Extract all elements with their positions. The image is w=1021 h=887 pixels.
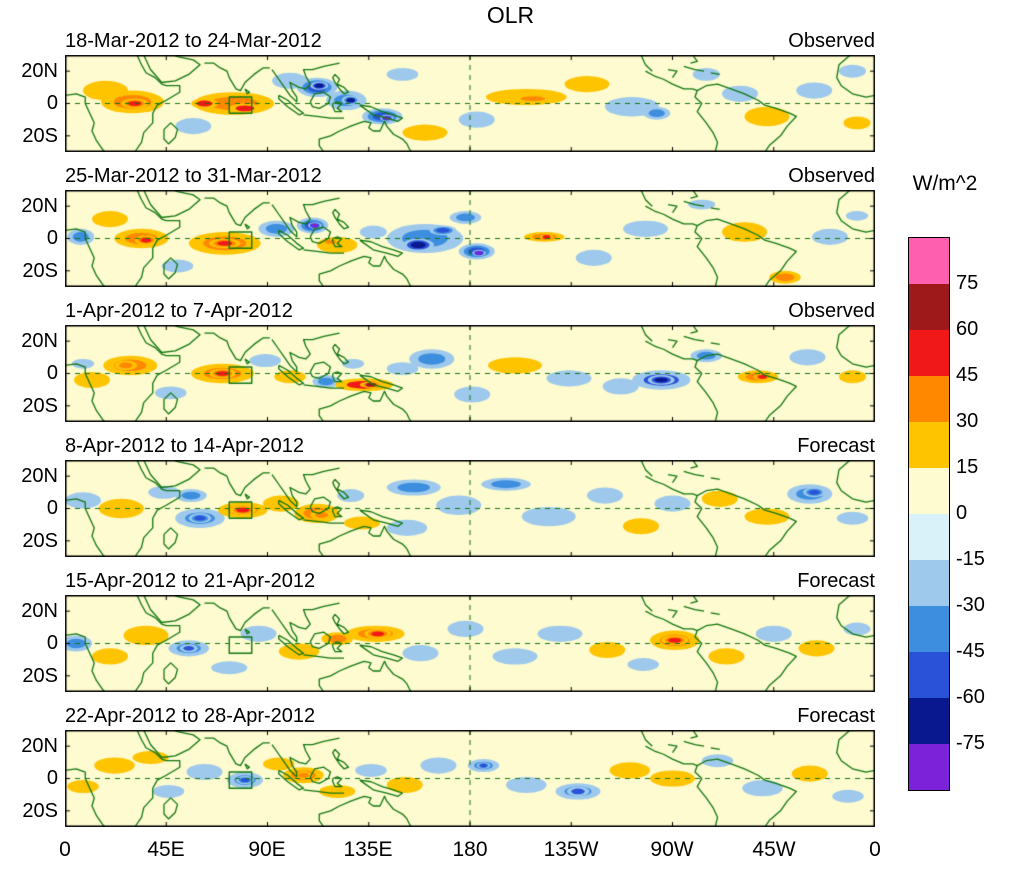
panel-1: 18-Mar-2012 to 24-Mar-2012 Observed 20N … [0, 28, 1021, 163]
x-tick-label: 45W [752, 838, 796, 861]
colorbar-cell [909, 514, 949, 560]
map-canvas [65, 55, 875, 152]
colorbar-tick-label: 45 [956, 364, 979, 386]
figure-title: OLR [486, 2, 535, 28]
colorbar-tick-label: 15 [956, 456, 979, 478]
map-canvas [65, 325, 875, 422]
x-tick-label: 0 [59, 838, 71, 861]
panel-date-range: 22-Apr-2012 to 28-Apr-2012 [65, 705, 316, 727]
panel-status-label: Observed [788, 30, 875, 52]
colorbar-cell [909, 606, 949, 652]
panel-6: 22-Apr-2012 to 28-Apr-2012 Forecast 20N … [0, 703, 1021, 838]
panel-date-range: 18-Mar-2012 to 24-Mar-2012 [65, 30, 322, 52]
panel-date-range: 8-Apr-2012 to 14-Apr-2012 [65, 435, 305, 457]
panel-date-range: 15-Apr-2012 to 21-Apr-2012 [65, 570, 316, 592]
panel-status-label: Forecast [797, 705, 875, 727]
colorbar-cell [909, 468, 949, 514]
colorbar-tick-label: 0 [956, 502, 968, 524]
y-tick-label: 20N [21, 735, 58, 757]
panel-date-range: 1-Apr-2012 to 7-Apr-2012 [65, 300, 293, 322]
colorbar-tick-label: -15 [956, 548, 985, 570]
y-tick-label: 20S [22, 395, 58, 417]
panel-status-label: Forecast [797, 435, 875, 457]
x-tick-label: 180 [452, 838, 488, 861]
colorbar-cell [909, 652, 949, 698]
y-tick-label: 0 [46, 497, 58, 519]
colorbar-tick-label: 30 [956, 410, 979, 432]
panel-status-label: Observed [788, 300, 875, 322]
colorbar-cell [909, 744, 949, 790]
x-tick-label: 0 [869, 838, 881, 861]
y-tick-label: 20N [21, 60, 58, 82]
colorbar-cell [909, 698, 949, 744]
y-tick-label: 20S [22, 530, 58, 552]
y-tick-label: 20S [22, 125, 58, 147]
panel-4: 8-Apr-2012 to 14-Apr-2012 Forecast 20N 0… [0, 433, 1021, 568]
colorbar-tick-label: 75 [956, 272, 979, 294]
panel-date-range: 25-Mar-2012 to 31-Mar-2012 [65, 165, 322, 187]
x-tick-label: 45E [147, 838, 185, 861]
colorbar-tick-label: 60 [956, 318, 979, 340]
map-canvas [65, 190, 875, 287]
x-tick-label: 135W [543, 838, 599, 861]
y-tick-label: 0 [46, 92, 58, 114]
panel-5: 15-Apr-2012 to 21-Apr-2012 Forecast 20N … [0, 568, 1021, 703]
y-tick-label: 20N [21, 600, 58, 622]
colorbar-cell [909, 238, 949, 284]
y-tick-label: 20N [21, 465, 58, 487]
panel-status-label: Forecast [797, 570, 875, 592]
y-tick-label: 20S [22, 665, 58, 687]
colorbar-tick-label: -60 [956, 686, 985, 708]
colorbar-cell [909, 376, 949, 422]
y-tick-label: 20S [22, 260, 58, 282]
map-canvas [65, 595, 875, 692]
map-canvas [65, 460, 875, 557]
panel-header: 25-Mar-2012 to 31-Mar-2012 Observed [65, 163, 875, 189]
map-canvas [65, 730, 875, 827]
colorbar-title: W/m^2 [912, 172, 978, 195]
y-tick-label: 0 [46, 362, 58, 384]
panel-header: 22-Apr-2012 to 28-Apr-2012 Forecast [65, 703, 875, 729]
panel-3: 1-Apr-2012 to 7-Apr-2012 Observed 20N 0 … [0, 298, 1021, 433]
colorbar-cell [909, 560, 949, 606]
y-tick-label: 0 [46, 767, 58, 789]
y-tick-label: 20N [21, 330, 58, 352]
x-tick-label: 90W [650, 838, 694, 861]
colorbar-tick-label: -75 [956, 732, 985, 754]
y-tick-label: 0 [46, 632, 58, 654]
panel-header: 15-Apr-2012 to 21-Apr-2012 Forecast [65, 568, 875, 594]
x-tick-label: 135E [343, 838, 393, 861]
colorbar-cell [909, 284, 949, 330]
y-tick-label: 20S [22, 800, 58, 822]
panel-2: 25-Mar-2012 to 31-Mar-2012 Observed 20N … [0, 163, 1021, 298]
panel-header: 1-Apr-2012 to 7-Apr-2012 Observed [65, 298, 875, 324]
x-tick-label: 90E [248, 838, 286, 861]
y-tick-label: 0 [46, 227, 58, 249]
panel-header: 18-Mar-2012 to 24-Mar-2012 Observed [65, 28, 875, 54]
colorbar-cell [909, 330, 949, 376]
colorbar [908, 237, 950, 791]
colorbar-tick-label: -45 [956, 640, 985, 662]
y-tick-label: 20N [21, 195, 58, 217]
panel-status-label: Observed [788, 165, 875, 187]
colorbar-cell [909, 422, 949, 468]
panel-header: 8-Apr-2012 to 14-Apr-2012 Forecast [65, 433, 875, 459]
colorbar-tick-label: -30 [956, 594, 985, 616]
